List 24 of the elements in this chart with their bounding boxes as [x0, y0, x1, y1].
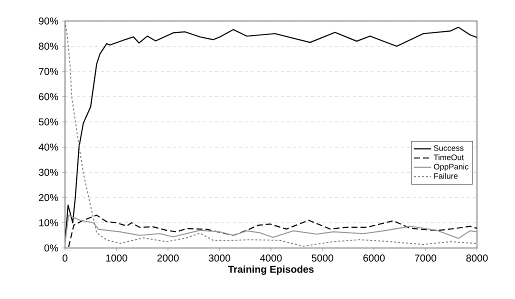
x-tick-label: 8000: [466, 254, 488, 262]
x-tick-label: 2000: [157, 254, 179, 262]
legend-label: Success: [434, 145, 464, 151]
y-tick-label: 60%: [38, 93, 58, 100]
y-tick-label: 20%: [38, 194, 58, 202]
x-tick-label: 3000: [208, 254, 230, 262]
x-tick-label: 1000: [106, 254, 128, 262]
x-tick-label: 4000: [260, 254, 282, 262]
y-tick-label: 80%: [38, 42, 58, 50]
y-tick-label: 0%: [44, 244, 58, 252]
y-tick-label: 50%: [38, 118, 58, 126]
x-tick-label: 7000: [414, 254, 436, 262]
y-tick-label: 90%: [38, 17, 58, 25]
legend-label: Failure: [434, 172, 458, 179]
x-tick-label: 5000: [312, 254, 334, 262]
y-tick-label: 10%: [39, 219, 58, 226]
x-tick-label: 0: [62, 254, 68, 262]
x-tick-label: 6000: [363, 254, 385, 262]
y-tick-label: 30%: [38, 168, 58, 176]
x-axis-title: Training Episodes: [228, 265, 314, 275]
legend-label: OppPanic: [434, 164, 468, 172]
y-tick-label: 70%: [38, 68, 58, 75]
y-tick-label: 40%: [38, 144, 58, 151]
legend-label: TimeOut: [434, 154, 464, 160]
